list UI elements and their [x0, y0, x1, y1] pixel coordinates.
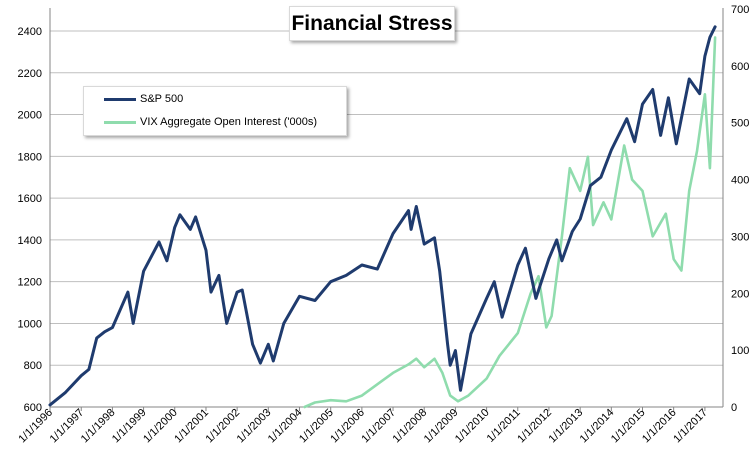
series-lines [48, 25, 717, 409]
y-left-tick-label: 1000 [18, 318, 42, 330]
legend-swatch-sp500 [104, 97, 136, 101]
y-right-tick-label: 300 [731, 231, 749, 243]
x-tick-label: 1/1/2017 [671, 407, 710, 446]
y-left-tick-label: 1400 [18, 235, 42, 247]
legend-item-vix: VIX Aggregate Open Interest ('000s) [84, 113, 317, 131]
x-tick-label: 1/1/2010 [453, 407, 492, 446]
series-line-sp500 [48, 25, 717, 407]
gridlines [50, 30, 723, 408]
chart-legend: S&P 500 VIX Aggregate Open Interest ('00… [83, 86, 347, 136]
y-left-tick-label: 1600 [18, 193, 42, 205]
y-right-tick-label: 100 [731, 345, 749, 357]
y-left-tick-label: 1200 [18, 277, 42, 289]
legend-label-sp500: S&P 500 [140, 93, 184, 105]
legend-swatch-vix [104, 120, 136, 124]
y-right-tick-label: 700 [731, 4, 749, 16]
chart-title: Financial Stress [291, 11, 453, 35]
y-right-tick-label: 0 [731, 402, 737, 414]
y-right-tick-label: 600 [731, 61, 749, 73]
y-left-tick-label: 2200 [18, 68, 42, 80]
y-right-tick-label: 200 [731, 288, 749, 300]
series-line-vix [303, 36, 717, 409]
y-left-tick-label: 600 [24, 402, 42, 414]
y-right-tick-label: 400 [731, 175, 749, 187]
legend-item-sp500: S&P 500 [84, 90, 183, 108]
y-left-tick-label: 1800 [18, 151, 42, 163]
y-left-tick-label: 800 [24, 360, 42, 372]
y-left-tick-label: 2400 [18, 26, 42, 38]
legend-label-vix: VIX Aggregate Open Interest ('000s) [140, 116, 317, 128]
y-left-tick-label: 2000 [18, 110, 42, 122]
chart-title-box: Financial Stress [289, 6, 455, 41]
y-right-tick-label: 500 [731, 118, 749, 130]
